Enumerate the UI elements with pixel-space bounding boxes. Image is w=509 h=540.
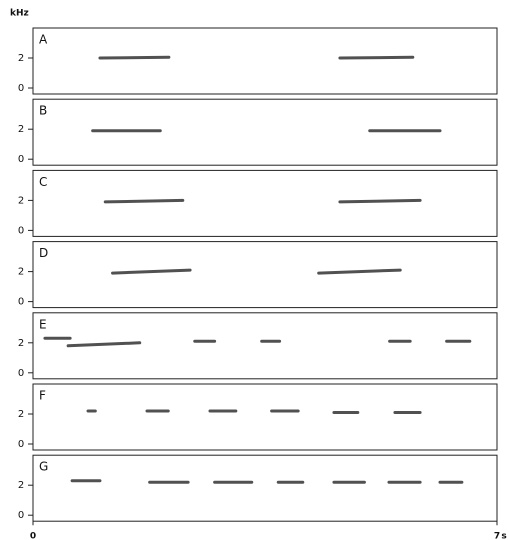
panel-frame bbox=[33, 455, 497, 521]
x-tick-label: 0 bbox=[30, 532, 36, 540]
panel-frame bbox=[33, 170, 497, 236]
y-tick-label: 2 bbox=[18, 195, 24, 206]
x-axis-label: s bbox=[501, 532, 506, 540]
panel-label: A bbox=[39, 33, 48, 47]
note bbox=[340, 57, 413, 58]
y-tick-label: 2 bbox=[18, 267, 24, 278]
panel-frame bbox=[33, 242, 497, 308]
note bbox=[105, 200, 183, 202]
note bbox=[113, 270, 191, 273]
y-tick-label: 0 bbox=[18, 154, 24, 165]
y-tick-label: 0 bbox=[18, 83, 24, 94]
figure: AkHz 0 2 B 0 2 C 0 2 D 0 2 E 0 2 F 0 2 G 0 2 0 7s bbox=[0, 0, 509, 540]
note bbox=[68, 343, 140, 346]
panel-label: B bbox=[39, 104, 47, 118]
y-axis-label: kHz bbox=[10, 9, 29, 19]
y-tick-label: 0 bbox=[18, 510, 24, 521]
note bbox=[319, 270, 401, 273]
y-tick-label: 0 bbox=[18, 439, 24, 450]
y-tick-label: 0 bbox=[18, 368, 24, 379]
panel-label: F bbox=[39, 389, 46, 403]
y-tick-label: 0 bbox=[18, 297, 24, 308]
note bbox=[100, 57, 169, 58]
note bbox=[340, 200, 420, 202]
panel-frame bbox=[33, 28, 497, 94]
panel-label: D bbox=[39, 246, 48, 260]
y-tick-label: 2 bbox=[18, 53, 24, 64]
panel-frame bbox=[33, 384, 497, 450]
panel-label: E bbox=[39, 317, 47, 331]
x-tick-label: 7 bbox=[494, 532, 500, 540]
panel-label: C bbox=[39, 175, 47, 189]
y-tick-label: 2 bbox=[18, 338, 24, 349]
y-tick-label: 2 bbox=[18, 124, 24, 135]
y-tick-label: 2 bbox=[18, 409, 24, 420]
y-tick-label: 2 bbox=[18, 480, 24, 491]
panel-label: G bbox=[39, 460, 48, 474]
y-tick-label: 0 bbox=[18, 225, 24, 236]
